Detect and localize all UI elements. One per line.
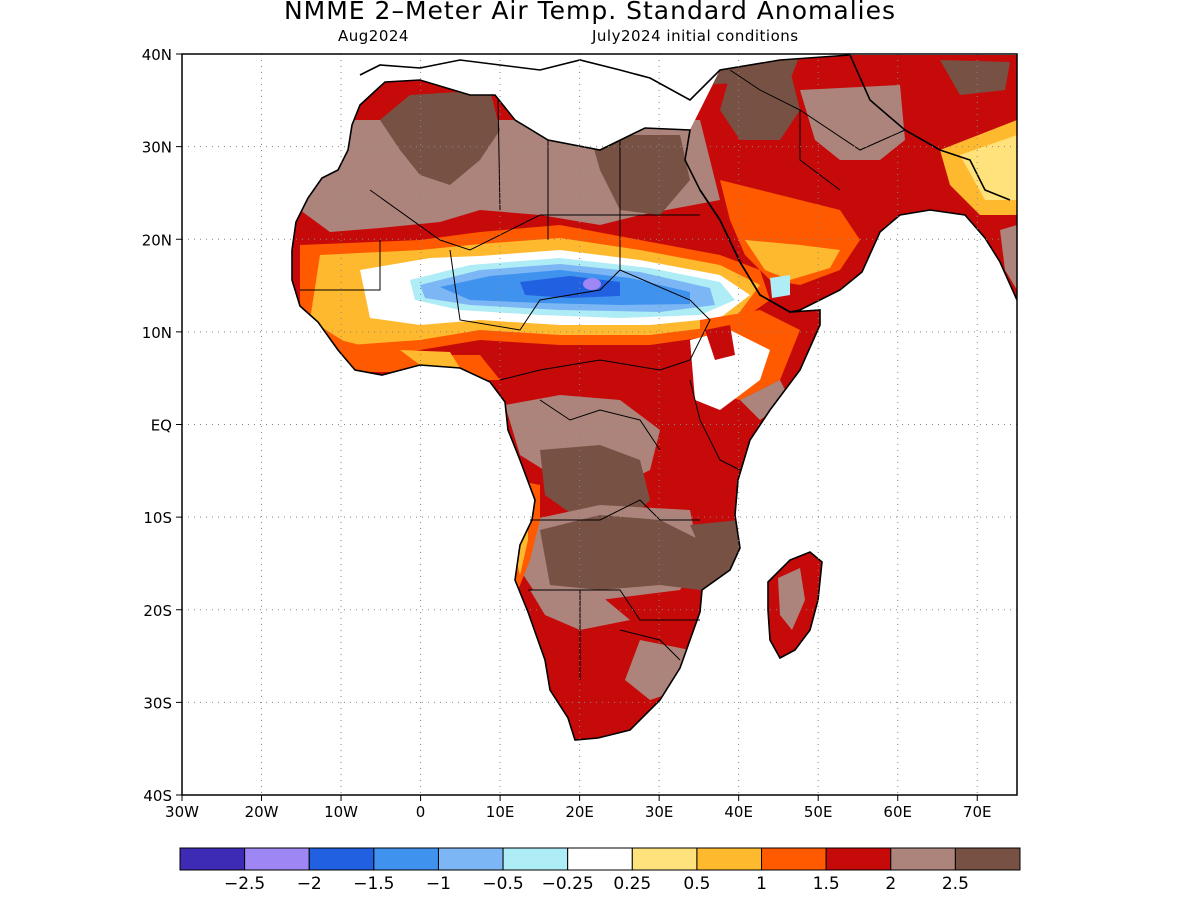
somalia-strong-anomaly [740, 380, 790, 420]
persian-gulf-coastline [849, 54, 1011, 201]
lat-tick-label: 10S [143, 509, 172, 527]
legend-label: 1.5 [813, 874, 840, 894]
initial-conditions-label: July2024 initial conditions [592, 27, 799, 45]
forecast-month-label: Aug2024 [338, 27, 409, 45]
mozambique-strongest [690, 520, 742, 580]
legend-label: 2.5 [942, 874, 969, 894]
africa-coastline [291, 79, 821, 741]
map-axes: 30W 20W 10W 0 10E 20E 30E 40E 50E 60E 70E 40N 30N 20N… [142, 46, 992, 821]
border-central-1 [499, 359, 691, 381]
legend-label: 2 [885, 874, 896, 894]
congo-strongest [540, 445, 650, 520]
border-north-africa-1 [369, 140, 621, 251]
lat-tick-label: 20N [142, 231, 172, 249]
lat-tick-label: EQ [151, 417, 172, 435]
ethiopia-core-warm [705, 325, 735, 360]
legend-label: −1 [426, 874, 451, 894]
southern-africa-strongest [540, 515, 740, 590]
libya-strongest-anomaly [590, 135, 690, 215]
lat-tick-label: 30N [142, 139, 172, 157]
lon-tick-label: 10E [486, 803, 515, 821]
india-strong [1000, 225, 1017, 290]
red-sea-coast-cool [770, 275, 790, 298]
border-middle-east [729, 69, 906, 191]
legend-label: 0.5 [683, 874, 710, 894]
border-south-1 [530, 499, 700, 521]
guinea-coast-mild [400, 350, 460, 368]
legend-label: −2.5 [224, 874, 265, 894]
lon-tick-label: 50E [804, 803, 833, 821]
legend-label: −2 [297, 874, 322, 894]
madagascar-coastline [767, 551, 823, 660]
border-north-africa-2 [497, 99, 549, 240]
legend-label: 0.25 [613, 874, 651, 894]
ethiopia-near-normal [690, 330, 770, 410]
legend-swatch [567, 847, 633, 871]
middle-east-strongest-anomaly [720, 70, 800, 140]
border-south-3 [579, 590, 681, 680]
legend-swatch [631, 847, 698, 871]
legend-swatch [890, 847, 956, 871]
legend-swatch [761, 847, 827, 871]
lon-tick-label: 70E [963, 803, 992, 821]
legend-swatch [502, 847, 569, 871]
lon-tick-label: 10W [324, 803, 358, 821]
country-borders [300, 69, 906, 680]
sahara-strongest-anomaly [380, 90, 500, 185]
gulf-mild-band [960, 135, 1017, 200]
lon-tick-label: 30W [165, 803, 199, 821]
border-central-2 [539, 399, 661, 451]
sahel-extreme-cool-spot [583, 278, 601, 290]
lat-tick-label: 20S [143, 602, 172, 620]
map-title: NMME 2–Meter Air Temp. Standard Anomalie… [283, 0, 897, 25]
lon-tick-label: 40E [724, 803, 753, 821]
legend-swatch [437, 847, 504, 871]
legend-label: 1 [756, 874, 767, 894]
legend-swatch [179, 847, 246, 871]
legend-label: −0.25 [542, 874, 594, 894]
coastlines [291, 54, 1017, 741]
iran-strongest-anomaly [940, 60, 1010, 95]
lon-tick-label: 20W [245, 803, 279, 821]
anomaly-field [292, 55, 1017, 740]
madagascar-strong [778, 568, 805, 630]
lon-tick-label: 60E [883, 803, 912, 821]
color-legend: −2.5 −2 −1.5 −1 −0.5 −0.25 0.25 0.5 1 1.5 2 2.5 [179, 847, 1021, 894]
lon-tick-label: 20E [565, 803, 594, 821]
legend-swatch [825, 847, 892, 871]
legend-swatch [373, 847, 439, 871]
border-east [689, 379, 741, 471]
arabia-coastline [699, 189, 1017, 313]
legend-swatch [954, 847, 1021, 871]
legend-label: −1.5 [353, 874, 394, 894]
lat-tick-label: 40S [143, 787, 172, 805]
legend-swatch [308, 847, 375, 871]
lat-tick-label: 40N [142, 46, 172, 64]
legend-label: −0.5 [482, 874, 523, 894]
lon-tick-label: 0 [416, 803, 426, 821]
legend-swatch [244, 847, 310, 871]
border-south-2 [528, 589, 700, 621]
lat-tick-label: 30S [143, 694, 172, 712]
legend-swatch [696, 847, 763, 871]
lon-tick-label: 30E [645, 803, 674, 821]
border-sudan [619, 214, 711, 361]
lat-tick-label: 10N [142, 324, 172, 342]
arabia-mild-band [745, 240, 840, 280]
